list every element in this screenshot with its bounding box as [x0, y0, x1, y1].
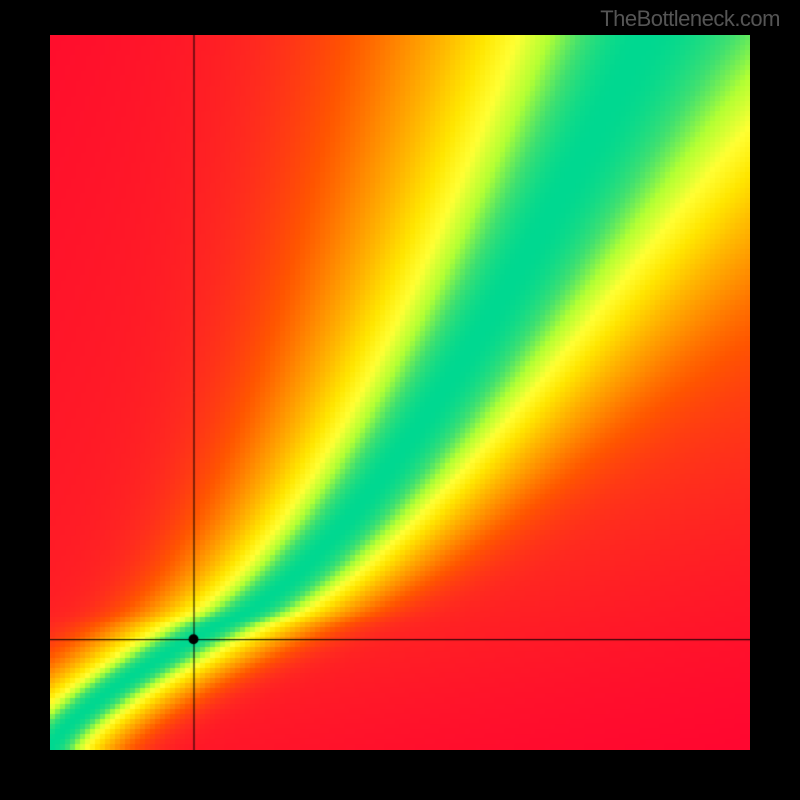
heatmap-canvas: [50, 35, 750, 750]
watermark-text: TheBottleneck.com: [600, 6, 780, 32]
heatmap-plot: [50, 35, 750, 750]
